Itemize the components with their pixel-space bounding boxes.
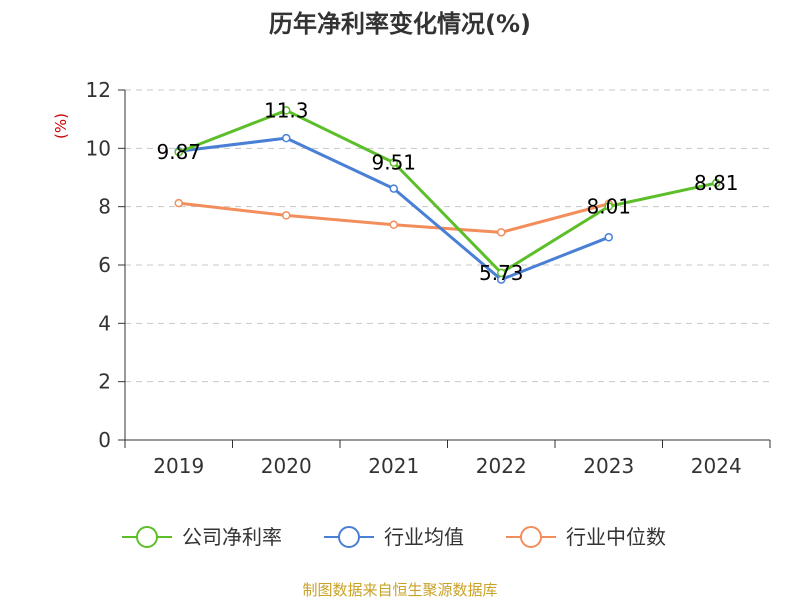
legend-marker-0: [136, 526, 158, 548]
point-s1-2021: [389, 184, 398, 193]
legend-label-1: 行业均值: [384, 525, 464, 549]
data-label-2022: 5.73: [479, 261, 524, 285]
y-tick-label-6: 6: [98, 253, 111, 277]
legend-item-0: 公司净利率: [122, 525, 282, 549]
legend-marker-2: [520, 526, 542, 548]
point-s0-2020: [282, 106, 291, 115]
x-tick-label-2024: 2024: [691, 454, 742, 478]
y-tick-labels: 0 2 4 6 8 10 12: [86, 78, 111, 452]
legend-label-2: 行业中位数: [566, 525, 666, 549]
gridlines: [125, 89, 770, 383]
data-label-2020: 11.3: [264, 98, 309, 122]
source-note: 制图数据来自恒生聚源数据库: [302, 581, 497, 599]
point-s1-2020: [282, 133, 291, 143]
point-s0-2021: [389, 158, 398, 167]
point-s0-2024: [712, 178, 721, 188]
y-axis-unit: (%): [52, 113, 70, 139]
y-tick-label-0: 0: [98, 428, 111, 452]
y-tick-label-4: 4: [98, 311, 111, 335]
data-labels: 9.87 11.3 9.51 5.73 8.01 8.81: [156, 98, 738, 284]
legend-item-1: 行业均值: [324, 525, 464, 549]
point-s2-2021: [389, 220, 398, 229]
x-tick-label-2022: 2022: [476, 454, 527, 478]
y-tick-label-12: 12: [86, 78, 111, 102]
point-s2-2019: [174, 198, 183, 208]
x-tick-label-2021: 2021: [368, 454, 419, 478]
series-layer: [174, 106, 721, 284]
series-line-0: [178, 108, 717, 275]
legend-marker-1: [338, 526, 360, 548]
data-label-2019: 9.87: [156, 140, 201, 164]
data-label-2024: 8.81: [694, 171, 739, 195]
data-label-2023: 8.01: [586, 194, 631, 218]
legend-label-0: 公司净利率: [182, 525, 282, 549]
point-s0-2019: [174, 147, 183, 157]
point-s2-2022: [497, 228, 506, 237]
x-tick-label-2020: 2020: [261, 454, 312, 478]
axes: [118, 89, 771, 448]
legend-item-2: 行业中位数: [506, 525, 666, 549]
legend: 公司净利率 行业均值 行业中位数: [122, 525, 666, 549]
x-tick-label-2023: 2023: [583, 454, 634, 478]
point-s1-2023: [604, 233, 613, 242]
x-tick-label-2019: 2019: [153, 454, 204, 478]
y-tick-label-8: 8: [98, 195, 111, 219]
y-tick-label-2: 2: [98, 370, 111, 394]
y-tick-label-10: 10: [86, 136, 111, 160]
x-tick-labels: 2019 2020 2021 2022 2023 2024: [153, 454, 741, 478]
data-label-2021: 9.51: [371, 151, 416, 175]
chart-title: 历年净利率变化情况(%): [269, 10, 531, 38]
point-s0-2023: [604, 202, 613, 211]
point-s0-2022: [497, 268, 506, 278]
point-s2-2020: [282, 211, 291, 220]
